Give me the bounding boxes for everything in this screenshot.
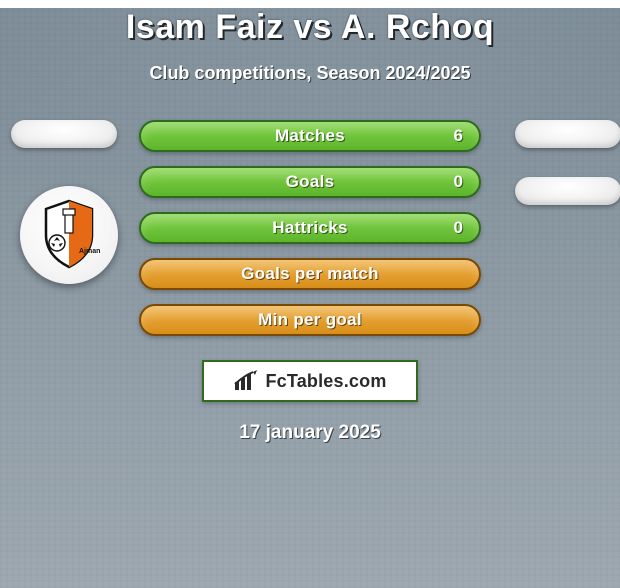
bar-chart-icon — [233, 370, 259, 392]
stat-row-goals: Goals 0 — [139, 166, 481, 198]
stat-label: Matches — [275, 126, 345, 146]
brand-box[interactable]: FcTables.com — [202, 360, 418, 402]
snapshot-date: 17 january 2025 — [0, 422, 620, 444]
club-crest-icon: Ajman — [29, 195, 109, 275]
card-subtitle: Club competitions, Season 2024/2025 — [0, 63, 620, 84]
comparison-card: Isam Faiz vs A. Rchoq Club competitions,… — [0, 8, 620, 444]
stat-right-value: 0 — [454, 172, 463, 192]
brand-name: FcTables.com — [265, 371, 386, 392]
right-value-pill — [515, 120, 620, 148]
card-title: Isam Faiz vs A. Rchoq — [0, 8, 620, 47]
stat-right-value: 0 — [454, 218, 463, 238]
stat-row-min-per-goal: Min per goal — [139, 304, 481, 336]
left-player-column — [4, 120, 124, 148]
svg-text:Ajman: Ajman — [79, 248, 100, 255]
stat-label: Goals per match — [241, 264, 379, 284]
stat-right-value: 6 — [454, 126, 463, 146]
stat-label: Goals — [286, 172, 335, 192]
right-player-column — [508, 120, 620, 205]
stat-label: Hattricks — [272, 218, 347, 238]
stat-label: Min per goal — [258, 310, 362, 330]
stat-row-goals-per-match: Goals per match — [139, 258, 481, 290]
stat-row-matches: Matches 6 — [139, 120, 481, 152]
left-club-badge: Ajman — [20, 186, 118, 284]
right-value-pill — [515, 177, 620, 205]
stat-bars: Matches 6 Goals 0 Hattricks 0 Goals per … — [139, 120, 481, 336]
stats-stage: Ajman Matches 6 Goals 0 Hattricks 0 Goal… — [0, 120, 620, 350]
stat-row-hattricks: Hattricks 0 — [139, 212, 481, 244]
left-value-pill — [11, 120, 117, 148]
